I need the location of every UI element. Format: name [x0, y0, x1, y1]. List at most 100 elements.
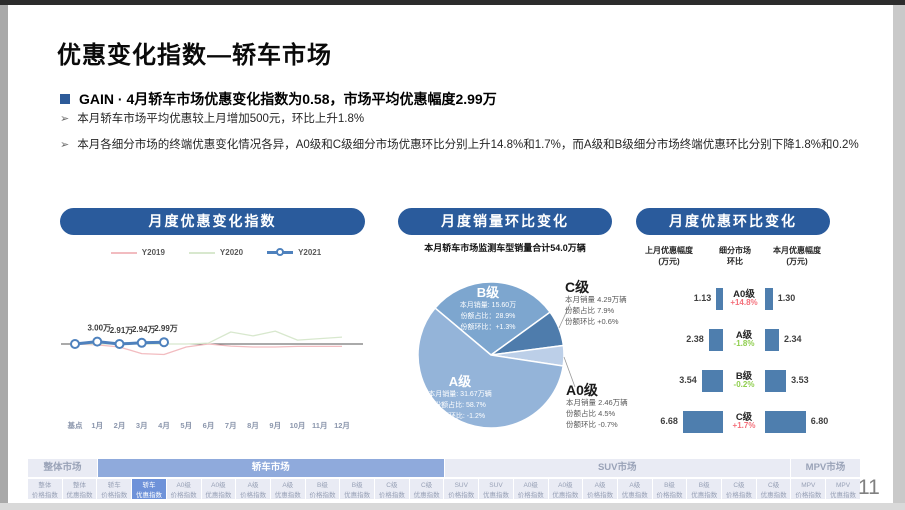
data-point-2月 — [114, 339, 125, 349]
nav-tab-轿车-优惠指数[interactable]: 轿车 优惠指数 — [132, 479, 166, 499]
data-point-3月 — [136, 337, 147, 348]
legend-marker-icon — [276, 248, 285, 256]
pie-label-name: B级 — [476, 285, 500, 300]
nav-tab-B级-价格指数[interactable]: B级 价格指数 — [652, 479, 687, 499]
panel-discount-compare: 月度优惠环比变化 上月优惠幅度 (万元) 细分市场 环比 本月优惠幅度 (万元) 1.… — [636, 208, 846, 458]
x-tick-label: 1月 — [91, 421, 103, 430]
legend-swatch — [188, 251, 215, 254]
nav-tab-C级-优惠指数[interactable]: C级 优惠指数 — [409, 479, 444, 499]
nav-tab-A0级-价格指数[interactable]: A0级 价格指数 — [166, 479, 201, 499]
nav-group-SUV市场[interactable]: SUV市场 — [444, 459, 790, 477]
nav-tab-整体-价格指数[interactable]: 整体 价格指数 — [28, 479, 62, 499]
nav-tab-轿车-价格指数[interactable]: 轿车 价格指数 — [97, 479, 132, 499]
leader-line-C — [558, 303, 571, 329]
nav-tab-A级-优惠指数[interactable]: A级 优惠指数 — [617, 479, 652, 499]
nav-tab-A0级-优惠指数[interactable]: A0级 优惠指数 — [548, 479, 583, 499]
segment-label: C级 — [735, 412, 753, 423]
right-margin — [893, 5, 905, 503]
page-title: 优惠变化指数—轿车市场 — [57, 42, 332, 69]
headline-text: GAIN · 4月轿车市场优惠变化指数为0.58，市场平均优惠幅度2.99万 — [79, 91, 497, 107]
pie-chart — [417, 281, 576, 429]
nav-tab-B级-价格指数[interactable]: B级 价格指数 — [305, 479, 340, 499]
x-tick-label: 12月 — [334, 421, 350, 430]
pie-label-A0级: A0级 本月销量 2.46万辆 份额占比 4.5% 份额环比 -0.7% — [566, 382, 676, 431]
nav-tab-MPV-优惠指数[interactable]: MPV 优惠指数 — [826, 479, 860, 499]
bar-curr-C级 — [765, 411, 806, 433]
bullet-list: ➢ 本月轿车市场平均优惠较上月增加500元，环比上升1.8% ➢ 本月各细分市场的终端… — [60, 111, 882, 163]
nav-tab-C级-价格指数[interactable]: C级 价格指数 — [722, 479, 756, 499]
segment-label: A级 — [735, 330, 753, 341]
value-curr: 2.34 — [784, 334, 802, 344]
bar-curr-A级 — [765, 329, 780, 351]
bar-prev-B级 — [701, 370, 723, 392]
value-curr: 3.53 — [791, 375, 809, 385]
bullet-item: ➢ 本月轿车市场平均优惠较上月增加500元，环比上升1.8% — [60, 111, 882, 128]
bar-prev-A级 — [708, 329, 723, 351]
legend-label: Y2021 — [298, 248, 322, 257]
pie-label-line: 份额占比 4.5% — [566, 408, 616, 418]
panel-title-pill: 月度销量环比变化 — [398, 208, 612, 235]
mom-percent: -1.8% — [733, 339, 755, 348]
panel-title-pill: 月度优惠环比变化 — [636, 208, 830, 235]
legend-swatch — [267, 248, 294, 256]
nav-tab-A级-价格指数[interactable]: A级 价格指数 — [583, 479, 617, 499]
pie-slice-B级 — [434, 281, 552, 356]
x-tick-label: 2月 — [114, 421, 126, 430]
point-label: 2.91万 — [110, 326, 134, 335]
pie-label-line: 份额占比: 58.7% — [434, 401, 486, 409]
nav-tab-SUV-优惠指数[interactable]: SUV 优惠指数 — [479, 479, 513, 499]
nav-tab-MPV-价格指数[interactable]: MPV 价格指数 — [791, 479, 826, 499]
nav-tab-B级-优惠指数[interactable]: B级 优惠指数 — [687, 479, 722, 499]
pie-label-line: 份额环比: -1.2% — [434, 412, 486, 420]
legend-item-Y2020: Y2020 — [188, 248, 244, 257]
tornado-column-header: 细分市场 环比 — [719, 246, 751, 266]
value-curr: 1.30 — [777, 293, 796, 303]
arrow-bullet-icon: ➢ — [60, 113, 70, 125]
mom-percent: +14.8% — [730, 298, 758, 307]
bullet-item: ➢ 本月各细分市场的终端优惠变化情况各异，A0级和C级细分市场优惠环比分别上升14… — [60, 137, 882, 154]
bottom-margin — [0, 503, 905, 510]
bullet-text: 本月各细分市场的终端优惠变化情况各异，A0级和C级细分市场优惠环比分别上升14.… — [77, 139, 859, 151]
nav-tab-整体-优惠指数[interactable]: 整体 优惠指数 — [62, 479, 97, 499]
point-label: 3.00万 — [87, 324, 111, 333]
square-bullet-icon — [60, 94, 70, 104]
x-tick-label: 基点 — [67, 420, 83, 430]
page-number: 11 — [858, 476, 880, 499]
x-tick-label: 10月 — [290, 421, 306, 430]
nav-tab-C级-优惠指数[interactable]: C级 优惠指数 — [756, 479, 791, 499]
x-tick-label: 8月 — [247, 421, 259, 430]
nav-tab-C级-价格指数[interactable]: C级 价格指数 — [375, 479, 409, 499]
footer-tab-row: 整体 价格指数 整体 优惠指数 轿车 价格指数 轿车 优惠指数 A0级 价格指数 A0级 … — [28, 479, 860, 499]
legend-label: Y2019 — [141, 248, 165, 257]
pie-label-C级: C级 本月销量 4.29万辆 份额占比 7.9% 份额环比 +0.6% — [565, 279, 675, 328]
slide: 优惠变化指数—轿车市场 GAIN · 4月轿车市场优惠变化指数为0.58，市场平… — [8, 5, 893, 503]
panel-discount-index: 月度优惠变化指数 Y2019 Y2020 Y2021 3.00万 2.91万 2.94万… — [57, 208, 375, 453]
nav-group-轿车市场[interactable]: 轿车市场 — [98, 459, 444, 477]
legend-label: Y2020 — [219, 248, 244, 257]
data-point-1月 — [92, 336, 103, 347]
pie-label-line: 本月销量 4.29万辆 — [565, 295, 627, 305]
mom-percent: -0.2% — [733, 380, 755, 389]
bar-prev-C级 — [682, 411, 723, 433]
nav-tab-B级-优惠指数[interactable]: B级 优惠指数 — [340, 479, 375, 499]
pie-slice-A级 — [417, 307, 565, 429]
nav-group-MPV市场[interactable]: MPV市场 — [790, 459, 860, 477]
nav-group-整体市场[interactable]: 整体市场 — [28, 459, 98, 477]
nav-tab-A0级-优惠指数[interactable]: A0级 优惠指数 — [201, 479, 236, 499]
pie-label-line: 份额占比 7.9% — [565, 305, 615, 315]
footer-group-row: 整体市场 轿车市场 SUV市场 MPV市场 — [28, 459, 860, 477]
nav-tab-A级-优惠指数[interactable]: A级 优惠指数 — [270, 479, 305, 499]
pie-label-line: 份额占比：28.9% — [460, 312, 516, 320]
data-point-4月 — [159, 337, 169, 348]
nav-tab-A0级-价格指数[interactable]: A0级 价格指数 — [513, 479, 548, 499]
panel-title-pill: 月度优惠变化指数 — [60, 208, 365, 235]
x-tick-label: 9月 — [269, 421, 281, 430]
mom-percent: +1.7% — [732, 421, 756, 430]
nav-tab-A级-价格指数[interactable]: A级 价格指数 — [236, 479, 270, 499]
nav-tab-SUV-价格指数[interactable]: SUV 价格指数 — [444, 479, 479, 499]
pie-label-name: A0级 — [566, 382, 598, 398]
x-tick-label: 11月 — [312, 421, 327, 430]
window-top-border — [0, 0, 905, 5]
value-prev: 1.13 — [693, 293, 712, 303]
arrow-bullet-icon: ➢ — [60, 139, 70, 151]
